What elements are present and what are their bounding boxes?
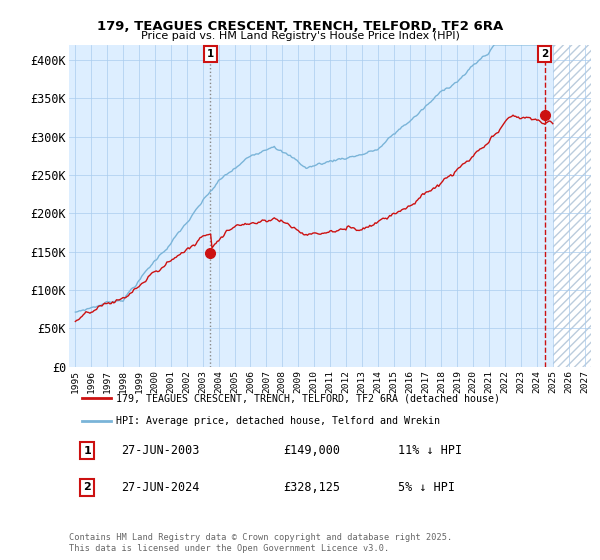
Text: £328,125: £328,125 — [283, 480, 340, 494]
Text: 5% ↓ HPI: 5% ↓ HPI — [398, 480, 455, 494]
Text: 179, TEAGUES CRESCENT, TRENCH, TELFORD, TF2 6RA (detached house): 179, TEAGUES CRESCENT, TRENCH, TELFORD, … — [116, 393, 500, 403]
Text: 2: 2 — [541, 49, 548, 59]
Text: £149,000: £149,000 — [283, 444, 340, 458]
Text: 1: 1 — [83, 446, 91, 456]
Bar — [553, 45, 591, 367]
Text: 179, TEAGUES CRESCENT, TRENCH, TELFORD, TF2 6RA: 179, TEAGUES CRESCENT, TRENCH, TELFORD, … — [97, 20, 503, 32]
Text: 27-JUN-2024: 27-JUN-2024 — [121, 480, 200, 494]
Text: 2: 2 — [83, 482, 91, 492]
Text: Price paid vs. HM Land Registry's House Price Index (HPI): Price paid vs. HM Land Registry's House … — [140, 31, 460, 41]
Text: 11% ↓ HPI: 11% ↓ HPI — [398, 444, 462, 458]
Text: 27-JUN-2003: 27-JUN-2003 — [121, 444, 200, 458]
Text: Contains HM Land Registry data © Crown copyright and database right 2025.
This d: Contains HM Land Registry data © Crown c… — [69, 533, 452, 553]
Text: 1: 1 — [207, 49, 214, 59]
Text: HPI: Average price, detached house, Telford and Wrekin: HPI: Average price, detached house, Telf… — [116, 416, 440, 426]
